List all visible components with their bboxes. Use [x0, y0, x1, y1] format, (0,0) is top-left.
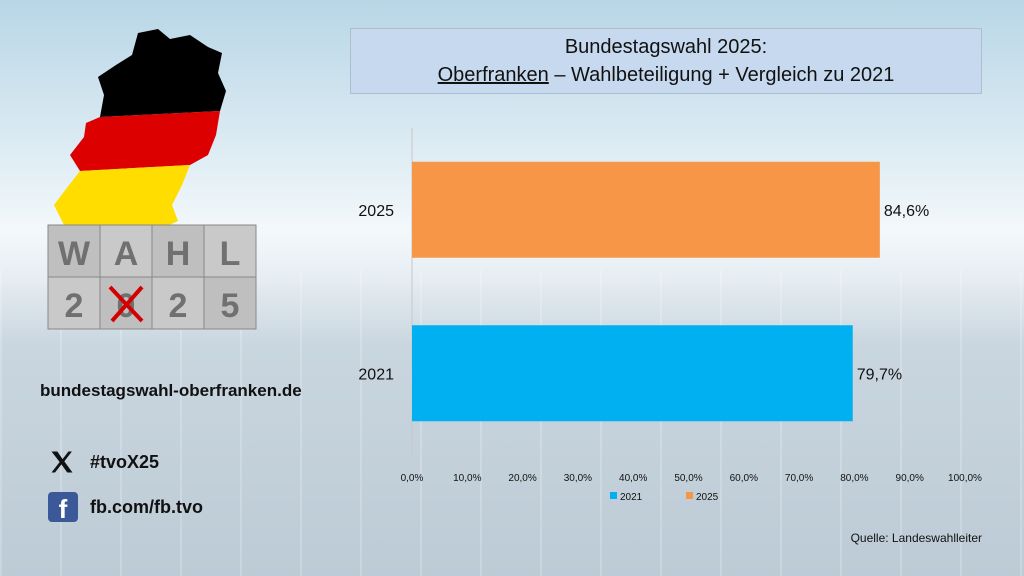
turnout-bar-chart: 84,6% 2025 79,7% 2021 0,0% 10,0% 20,0% 30,0% 40,… [330, 120, 990, 520]
x-logo-icon [51, 451, 73, 473]
x-tick-label: 40,0% [619, 473, 647, 484]
logo-digit: 5 [221, 287, 240, 325]
logo-digit: 2 [169, 287, 188, 325]
x-social-handle[interactable]: #tvoX25 [48, 448, 159, 476]
chart-canvas: 84,6% 2025 79,7% 2021 0,0% 10,0% 20,0% 30,0% 40,… [358, 128, 982, 503]
ballot-cross-icon [108, 285, 144, 323]
x-tick-label: 0,0% [401, 473, 424, 484]
x-tick-label: 30,0% [564, 473, 592, 484]
site-url-link[interactable]: bundestagswahl-oberfranken.de [40, 381, 302, 400]
x-tick-label: 50,0% [674, 473, 702, 484]
x-tick-label: 80,0% [840, 473, 868, 484]
x-tick-label: 90,0% [896, 473, 924, 484]
facebook-page-text: fb.com/fb.tvo [90, 496, 203, 517]
logo-letter: A [114, 235, 139, 273]
chart-title-line2: Oberfranken – Wahlbeteiligung + Vergleic… [351, 61, 981, 89]
chart-title-subtitle: – Wahlbeteiligung + Vergleich zu 2021 [548, 64, 895, 86]
facebook-letter: f [58, 494, 68, 522]
data-label-2021: 79,7% [857, 366, 902, 383]
chart-title-line1: Bundestagswahl 2025: [564, 36, 768, 58]
x-tick-label: 10,0% [453, 473, 481, 484]
germany-map-icon [54, 29, 226, 231]
bar-2025 [412, 161, 880, 258]
logo-letter: L [220, 235, 241, 273]
legend-swatch-2021 [610, 492, 617, 499]
data-label-2025: 84,6% [884, 203, 929, 220]
x-tick-label: 100,0% [948, 473, 982, 484]
wahl-2025-logo: W A H L 2 0 2 5 [47, 29, 257, 330]
wahl-letter-blocks: W A H L 2 0 2 5 [47, 224, 257, 330]
x-tick-label: 20,0% [508, 473, 536, 484]
source-note: Quelle: Landeswahlleiter [850, 531, 982, 545]
category-label-2021: 2021 [358, 366, 394, 383]
facebook-link[interactable]: f fb.com/fb.tvo [48, 492, 203, 522]
x-handle-text: #tvoX25 [90, 451, 160, 472]
legend-label-2021: 2021 [620, 492, 643, 503]
logo-digit: 2 [65, 287, 84, 325]
facebook-icon: f [48, 492, 78, 522]
logo-letter: W [58, 235, 91, 273]
x-tick-label: 70,0% [785, 473, 813, 484]
legend-label-2025: 2025 [696, 492, 719, 503]
legend-swatch-2025 [686, 492, 693, 499]
chart-title-region: Oberfranken [437, 64, 549, 86]
bar-2021 [412, 325, 853, 422]
chart-title-box: Bundestagswahl 2025: Oberfranken – Wahlb… [350, 28, 982, 94]
x-tick-label: 60,0% [730, 473, 758, 484]
category-label-2025: 2025 [358, 203, 394, 220]
logo-letter: H [166, 235, 191, 273]
